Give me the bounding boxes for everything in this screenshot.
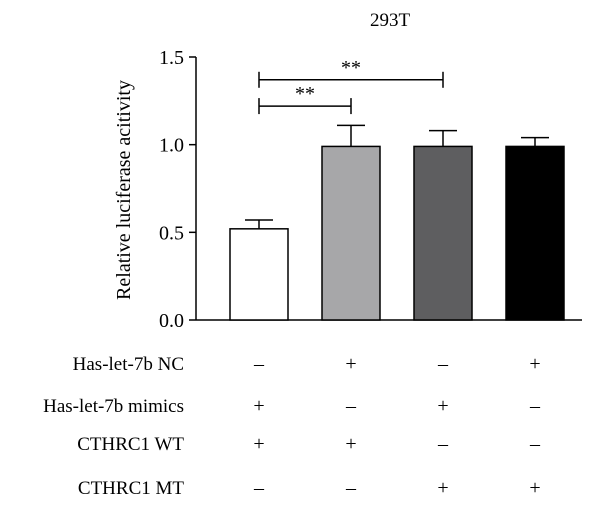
condition-mark: – bbox=[345, 477, 357, 499]
condition-row-label: CTHRC1 WT bbox=[77, 434, 184, 455]
significance-label: ** bbox=[341, 57, 361, 79]
significance-label: ** bbox=[295, 83, 315, 105]
condition-row-label: Has-let-7b NC bbox=[73, 354, 184, 375]
condition-mark: + bbox=[437, 477, 448, 499]
condition-mark: – bbox=[529, 395, 541, 417]
bar bbox=[413, 145, 473, 321]
condition-mark: – bbox=[345, 395, 357, 417]
condition-mark: – bbox=[437, 353, 449, 375]
condition-mark: – bbox=[253, 477, 265, 499]
condition-mark: + bbox=[529, 477, 540, 499]
condition-mark: + bbox=[253, 395, 264, 417]
bar bbox=[229, 228, 289, 321]
condition-row-label: Has-let-7b mimics bbox=[43, 396, 184, 417]
bars bbox=[229, 145, 565, 321]
condition-table: Has-let-7b NC – + – + Has-let-7b mimics + – + – CT… bbox=[43, 353, 541, 499]
condition-mark: – bbox=[253, 353, 265, 375]
condition-mark: + bbox=[437, 395, 448, 417]
bar bbox=[321, 145, 381, 321]
condition-mark: + bbox=[345, 433, 356, 455]
y-tick-label: 1.0 bbox=[159, 135, 184, 157]
y-tick-label: 0.5 bbox=[159, 222, 184, 244]
error-bars bbox=[245, 124, 549, 229]
y-tick-label: 1.5 bbox=[159, 47, 184, 69]
condition-mark: + bbox=[253, 433, 264, 455]
y-axis-label: Relative luciferase acitivity bbox=[113, 80, 135, 300]
condition-mark: – bbox=[529, 433, 541, 455]
condition-mark: + bbox=[529, 353, 540, 375]
significance-brackets: ** ** bbox=[258, 57, 444, 115]
chart-title: 293T bbox=[370, 10, 411, 31]
condition-mark: – bbox=[437, 433, 449, 455]
condition-row-label: CTHRC1 MT bbox=[78, 478, 184, 499]
condition-mark: + bbox=[345, 353, 356, 375]
bar bbox=[505, 145, 565, 321]
y-tick-label: 0.0 bbox=[159, 310, 184, 332]
